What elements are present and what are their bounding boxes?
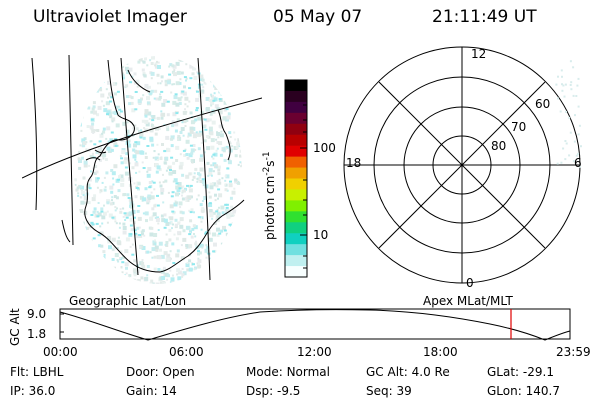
info-glat-value: -29.1 [522,365,554,379]
info-seq-value: 39 [396,384,412,398]
info-flt: Flt: LBHL [10,366,63,378]
mlt-label-18: 18 [346,156,362,170]
time-tick-0600: 06:00 [169,345,204,359]
colorbar-band [285,112,307,125]
mlt-label-6: 6 [574,156,582,170]
colorbar-band [285,90,307,103]
instrument-title: Ultraviolet Imager [33,7,187,27]
info-ip-key: IP: [10,384,25,398]
info-mode-value: Normal [286,365,330,379]
info-glon: GLon: 140.7 [487,385,560,397]
info-seq: Seq: 39 [366,385,412,397]
info-glon-key: GLon: [487,384,522,398]
time-tick-0000: 00:00 [43,345,78,359]
coastline [61,59,245,273]
time-tick-1200: 12:00 [297,345,332,359]
colorbar-band [285,200,307,212]
colorbar-band [285,156,307,169]
mlat-label-80: 80 [491,139,507,153]
altitude-ytick-9: 9.0 [27,307,47,321]
altitude-plot-frame [59,308,571,340]
info-door: Door: Open [126,366,195,378]
info-mode-key: Mode: [246,365,283,379]
altitude-ytick-1-8: 1.8 [27,327,47,341]
time-tick-2359: 23:59 [556,345,591,359]
uv-emission-speckle [74,56,242,284]
colorbar-band [285,178,307,191]
info-door-key: Door: [126,365,159,379]
altitude-curve [59,309,571,341]
colorbar-frame [284,79,308,278]
info-gain-key: Gain: [126,384,158,398]
info-dsp-key: Dsp: [246,384,274,398]
polar-speckle [555,60,582,168]
info-gc-alt-value: 4.0 Re [411,365,450,379]
info-flt-value: LBHL [32,365,64,379]
info-glat-key: GLat: [487,365,520,379]
colorbar-band [285,145,307,158]
info-glon-value: 140.7 [525,384,560,398]
colorbar-band [285,167,307,180]
colorbar-band [285,266,307,278]
info-gc-alt-key: GC Alt: [366,365,408,379]
polar-diagonal-2 [378,81,546,249]
colorbar-band [285,123,307,136]
info-door-value: Open [162,365,195,379]
polar-panel-label: Apex MLat/MLT [423,294,513,308]
info-ip-value: 36.0 [28,384,56,398]
colorbar-band [285,211,307,223]
info-gain-value: 14 [161,384,177,398]
colorbar-tick-100: 100 [313,141,336,155]
colorbar-band [285,233,307,245]
info-gain: Gain: 14 [126,385,177,397]
mlt-label-12: 12 [471,47,487,61]
colorbar-band [285,189,307,201]
info-flt-key: Flt: [10,365,29,379]
info-mode: Mode: Normal [246,366,330,378]
colorbar-band [285,244,307,256]
time-tick-1800: 18:00 [423,345,458,359]
date-label: 05 May 07 [273,7,363,27]
colorbar-ticks [300,104,307,269]
colorbar-band [285,134,307,147]
info-dsp: Dsp: -9.5 [246,385,300,397]
geo-panel-label: Geographic Lat/Lon [69,294,187,308]
info-gc-alt: GC Alt: 4.0 Re [366,366,450,378]
mlat-label-70: 70 [511,120,527,134]
colorbar-band [285,255,307,267]
info-seq-key: Seq: [366,384,393,398]
colorbar-band [285,80,307,92]
colorbar-band [285,101,307,114]
info-glat: GLat: -29.1 [487,366,554,378]
colorbar-tick-10: 10 [313,228,329,242]
mlat-label-60: 60 [535,97,551,111]
info-ip: IP: 36.0 [10,385,55,397]
mlt-label-0: 0 [466,276,474,290]
colorbar-gradient [285,80,307,278]
altitude-axis-ticks [60,313,64,333]
lat-lon-grid [22,54,262,281]
colorbar-band [285,222,307,234]
info-dsp-value: -9.5 [276,384,301,398]
time-label: 21:11:49 UT [432,7,537,27]
altitude-ylabel: GC Alt [8,308,22,346]
